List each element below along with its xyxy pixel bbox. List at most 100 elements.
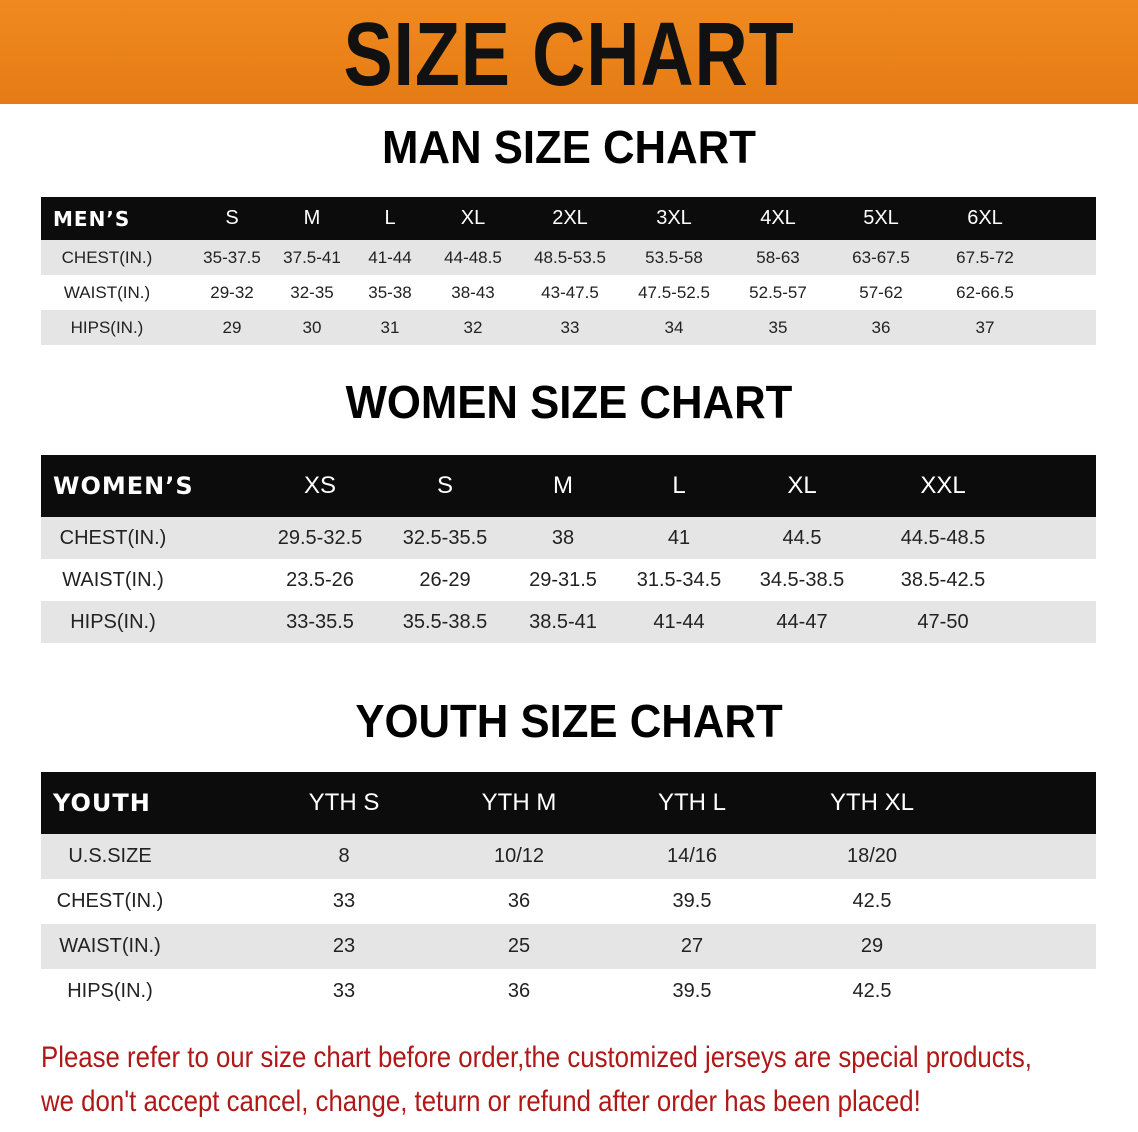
measurement-cell: 38-43 — [451, 282, 495, 302]
table-row: CHEST(IN.) 29.5-32.5 32.5-35.5 38 41 44.5 44.5… — [41, 517, 1096, 559]
measurement-cell: 36 — [871, 317, 891, 337]
row-label: WAIST(IN.) — [59, 935, 161, 957]
size-header: XXL — [920, 472, 966, 499]
row-label: CHEST(IN.) — [59, 526, 167, 549]
table-title-cell: YOUTH — [53, 789, 151, 817]
row-label: HIPS(IN.) — [70, 317, 144, 337]
table-row: WAIST(IN.) 23.5-26 26-29 29-31.5 31.5-34.5 34… — [41, 559, 1096, 601]
measurement-cell: 31 — [380, 317, 400, 337]
measurement-cell: 53.5-58 — [645, 247, 703, 267]
table-row: CHEST(IN.) 35-37.5 37.5-41 41-44 44-48.5 48.5… — [41, 240, 1096, 275]
measurement-cell: 48.5-53.5 — [534, 247, 606, 267]
measurement-cell: 39.5 — [672, 890, 712, 912]
size-header: 5XL — [863, 207, 899, 229]
size-header: M — [303, 207, 321, 229]
size-header: 6XL — [967, 207, 1003, 229]
measurement-cell: 36 — [507, 890, 531, 912]
measurement-cell: 29.5-32.5 — [277, 526, 363, 549]
men-section-title: MAN SIZE CHART — [382, 121, 756, 173]
measurement-cell: 36 — [507, 980, 531, 1002]
measurement-cell: 41-44 — [653, 610, 705, 633]
table-title-cell: MEN’S — [53, 206, 131, 231]
measurement-cell: 38.5-41 — [529, 610, 597, 633]
banner-title: SIZE CHART — [343, 5, 795, 105]
youth-size-table: YOUTH YTH S YTH M YTH L YTH XL U.S.SIZE 8 10/12… — [41, 772, 1096, 1014]
measurement-cell: 14/16 — [666, 845, 718, 867]
measurement-cell: 23.5-26 — [286, 568, 354, 591]
size-header: XL — [460, 207, 486, 229]
measurement-cell: 35.5-38.5 — [402, 610, 488, 633]
measurement-cell: 42.5 — [852, 890, 892, 912]
measurement-cell: 10/12 — [493, 845, 545, 867]
measurement-cell: 58-63 — [756, 247, 800, 267]
measurement-cell: 47-50 — [917, 610, 969, 633]
measurement-cell: 44-47 — [776, 610, 828, 633]
measurement-cell: 67.5-72 — [956, 247, 1014, 267]
measurement-cell: 18/20 — [846, 845, 898, 867]
table-title-cell: WOMEN’S — [53, 472, 194, 500]
measurement-cell: 52.5-57 — [749, 282, 807, 302]
measurement-cell: 38 — [551, 526, 575, 549]
measurement-cell: 44.5 — [782, 526, 822, 549]
measurement-cell: 37 — [975, 317, 995, 337]
measurement-cell: 31.5-34.5 — [636, 568, 722, 591]
women-section-title: WOMEN SIZE CHART — [345, 376, 793, 428]
measurement-cell: 34 — [664, 317, 684, 337]
row-label: HIPS(IN.) — [70, 610, 156, 633]
measurement-cell: 32-35 — [290, 282, 334, 302]
measurement-cell: 29-32 — [210, 282, 254, 302]
policy-note: Please refer to our size chart before or… — [41, 1036, 1032, 1124]
row-label: U.S.SIZE — [68, 845, 152, 867]
men-size-table: MEN’S S M L XL 2XL 3XL 4XL 5XL 6XL CHEST(IN.) 35-37… — [41, 197, 1096, 345]
row-label: CHEST(IN.) — [61, 247, 153, 267]
measurement-cell: 63-67.5 — [852, 247, 910, 267]
measurement-cell: 35-38 — [368, 282, 412, 302]
size-header: 4XL — [760, 207, 796, 229]
measurement-cell: 29 — [860, 935, 884, 957]
measurement-cell: 25 — [507, 935, 531, 957]
measurement-cell: 29 — [222, 317, 242, 337]
measurement-cell: 30 — [302, 317, 322, 337]
measurement-cell: 47.5-52.5 — [638, 282, 710, 302]
youth-section-title: YOUTH SIZE CHART — [355, 695, 783, 747]
row-label: WAIST(IN.) — [62, 568, 164, 591]
table-row: HIPS(IN.) 33 36 39.5 42.5 — [41, 969, 1096, 1014]
measurement-cell: 38.5-42.5 — [900, 568, 986, 591]
measurement-cell: 44-48.5 — [444, 247, 502, 267]
measurement-cell: 41-44 — [368, 247, 412, 267]
size-header: YTH S — [308, 789, 380, 816]
table-row: HIPS(IN.) 29 30 31 32 33 34 35 36 37 — [41, 310, 1096, 345]
row-label: WAIST(IN.) — [63, 282, 151, 302]
measurement-cell: 44.5-48.5 — [900, 526, 986, 549]
measurement-cell: 27 — [680, 935, 704, 957]
table-row: WAIST(IN.) 23 25 27 29 — [41, 924, 1096, 969]
size-header: L — [384, 207, 396, 229]
table-header-row: MEN’S S M L XL 2XL 3XL 4XL 5XL 6XL — [41, 197, 1096, 240]
size-header: XS — [303, 472, 336, 499]
measurement-cell: 33 — [560, 317, 580, 337]
measurement-cell: 57-62 — [859, 282, 903, 302]
measurement-cell: 35-37.5 — [203, 247, 261, 267]
measurement-cell: 33-35.5 — [286, 610, 354, 633]
measurement-cell: 41 — [667, 526, 691, 549]
measurement-cell: 33 — [332, 890, 356, 912]
policy-note-line-2: we don't accept cancel, change, teturn o… — [41, 1085, 921, 1118]
banner: SIZE CHART — [0, 0, 1138, 105]
policy-note-line-1: Please refer to our size chart before or… — [41, 1041, 1032, 1074]
measurement-cell: 43-47.5 — [541, 282, 599, 302]
measurement-cell: 62-66.5 — [956, 282, 1014, 302]
size-header: 2XL — [552, 207, 588, 229]
women-size-table: WOMEN’S XS S M L XL XXL CHEST(IN.) 29.5-32.5 32.5… — [41, 455, 1096, 643]
measurement-cell: 26-29 — [419, 568, 471, 591]
size-header: YTH XL — [829, 789, 915, 816]
size-header: YTH L — [657, 789, 726, 816]
table-row: U.S.SIZE 8 10/12 14/16 18/20 — [41, 834, 1096, 879]
table-header-row: YOUTH YTH S YTH M YTH L YTH XL — [41, 772, 1096, 834]
size-header: XL — [787, 472, 817, 499]
measurement-cell: 32 — [463, 317, 483, 337]
table-header-row: WOMEN’S XS S M L XL XXL — [41, 455, 1096, 517]
measurement-cell: 37.5-41 — [283, 247, 341, 267]
measurement-cell: 39.5 — [672, 980, 712, 1002]
measurement-cell: 29-31.5 — [529, 568, 597, 591]
size-header: S — [436, 472, 453, 499]
